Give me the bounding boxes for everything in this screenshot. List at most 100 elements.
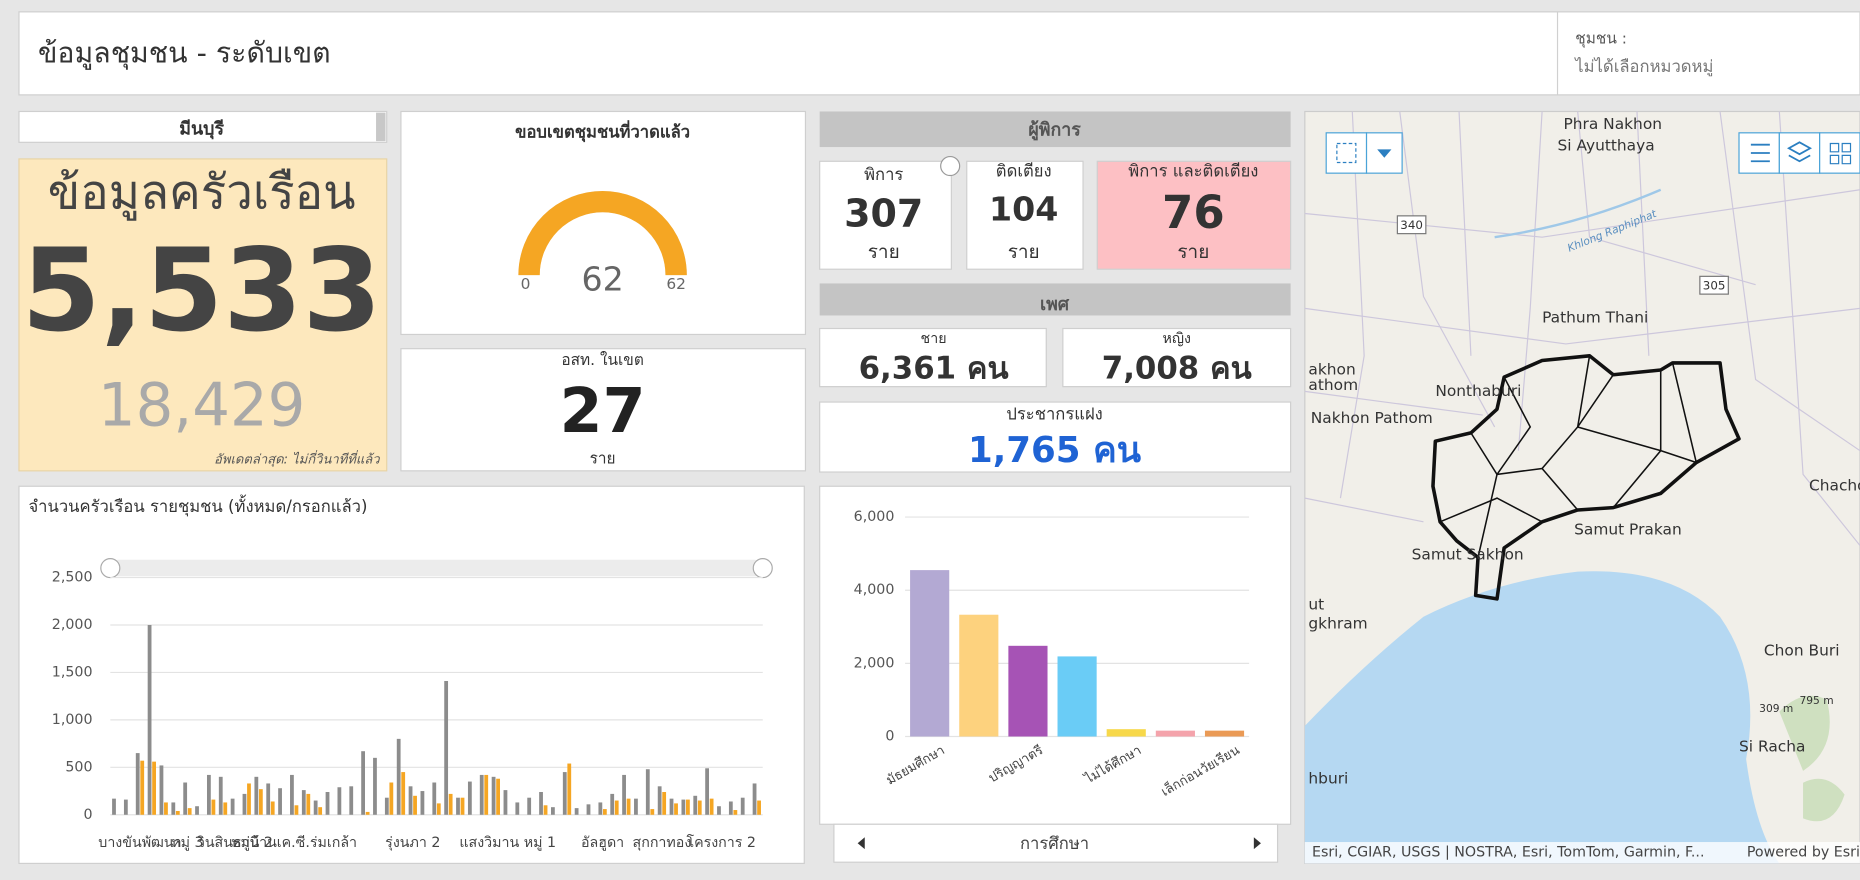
basemap-icon (1829, 142, 1852, 165)
x-tick-label: วินสินธานี 2 (197, 835, 273, 851)
disabled-unit: ราย (1177, 241, 1209, 263)
map-place-label: akhon (1308, 361, 1355, 379)
bar (413, 795, 417, 815)
map-place-label: 305 (1703, 278, 1726, 292)
map-place-label: Samut Prakan (1574, 521, 1682, 539)
expand-button (940, 155, 961, 177)
bar (562, 772, 567, 815)
bar (728, 801, 733, 815)
bar (408, 786, 413, 815)
map-place-label: hburi (1308, 770, 1348, 788)
district-lines (1439, 355, 1698, 558)
bar (318, 807, 323, 815)
bar (602, 809, 607, 815)
bar (1204, 730, 1245, 737)
bar (247, 783, 251, 815)
disabled-value: 104 (989, 190, 1058, 229)
map-place-label: Nonthaburi (1435, 382, 1521, 400)
bar (242, 793, 247, 815)
household-card-title: ข้อมูลครัวเรือน (48, 166, 356, 222)
bar (211, 799, 216, 815)
bar (645, 769, 650, 815)
y-tick-label: 1,500 (52, 664, 93, 680)
section-header (819, 283, 1291, 316)
bar (626, 798, 631, 815)
bar (420, 791, 425, 815)
map-place-label: athom (1308, 376, 1358, 394)
hidden-population-label: ประชากรแฝง (1006, 405, 1102, 424)
select-icon (1336, 142, 1357, 164)
x-tick-label: สุกกาทอง (633, 835, 692, 851)
bar (709, 798, 714, 815)
header-panel (18, 11, 1860, 96)
bar (674, 803, 678, 815)
y-tick-label: 6,000 (854, 509, 895, 525)
bar (551, 807, 555, 815)
slider-handle (100, 558, 121, 579)
disabled-label: ติดเตียง (996, 161, 1052, 180)
map-place-label: Samut Sakhon (1412, 546, 1524, 564)
x-tick-label: หมู่ 3 (171, 835, 203, 851)
bar (662, 792, 667, 815)
disabled-label: พิการ และติดเตียง (1128, 161, 1258, 180)
bar (123, 799, 128, 815)
disabled-value: 307 (844, 191, 923, 235)
map-place-label: ut (1308, 595, 1324, 613)
bar (258, 789, 263, 815)
disabled-card (819, 160, 952, 270)
next-arrow (1253, 837, 1261, 850)
volunteer-unit: ราย (590, 449, 616, 467)
sea (1304, 571, 1780, 864)
bar (152, 761, 156, 815)
layers-button[interactable] (1778, 132, 1821, 174)
bar (401, 772, 406, 815)
bar (610, 793, 615, 815)
bar (171, 802, 176, 815)
bar (586, 804, 591, 815)
y-tick-label: 0 (885, 728, 894, 744)
bar (175, 810, 180, 815)
bar (456, 797, 460, 815)
attribution-bar (1304, 842, 1860, 864)
volunteer-panel (400, 348, 807, 472)
bar (195, 806, 199, 815)
dropdown-icon (1377, 149, 1392, 158)
bar (294, 805, 299, 815)
bar (685, 799, 690, 815)
bar (757, 800, 761, 815)
gender-title: เพศ (1040, 294, 1070, 315)
bar (218, 776, 223, 815)
gender-card (819, 327, 1047, 388)
map-place-label: gkhram (1308, 614, 1367, 632)
population-count: 18,429 (98, 370, 306, 439)
bar (717, 806, 721, 815)
bar (484, 774, 489, 815)
section-header (819, 111, 1291, 148)
x-tick-label: แสงวิมาน หมู่ 1 (459, 835, 556, 851)
bar (270, 801, 275, 815)
x-axis-title: การศึกษา (1020, 834, 1089, 853)
legend-button[interactable] (1738, 132, 1780, 174)
basemap-button[interactable] (1819, 132, 1860, 174)
bar (740, 797, 745, 815)
bar (598, 802, 603, 815)
bar (384, 797, 389, 815)
disabled-unit: ราย (868, 241, 900, 263)
prev-arrow (857, 837, 865, 850)
bar (389, 782, 394, 815)
bar (705, 768, 710, 815)
bar (681, 799, 686, 815)
bar (290, 774, 294, 815)
bar (503, 790, 508, 815)
map-tools-left[interactable] (1325, 132, 1403, 174)
filter-label: ชุมชน : (1575, 30, 1627, 49)
map[interactable] (1304, 110, 1860, 864)
chart-title: จำนวนครัวเรือน รายชุมชน (ทั้งหมด/กรอกแล้… (28, 494, 367, 517)
map-tools-right[interactable] (1738, 132, 1860, 174)
bar (959, 614, 999, 737)
bar (373, 757, 377, 815)
select-button[interactable] (1325, 132, 1368, 174)
x-tick-label: บางขันพัฒนา (98, 835, 181, 851)
household-card (18, 158, 388, 472)
